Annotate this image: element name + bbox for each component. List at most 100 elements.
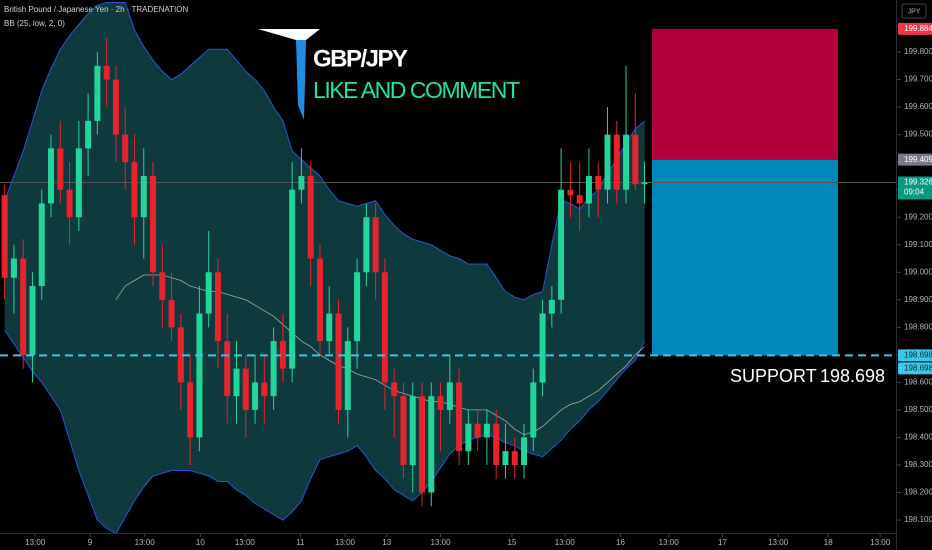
x-tick-label: 15 — [508, 538, 517, 547]
candle-body — [66, 189, 73, 218]
support-label: SUPPORT — [730, 366, 817, 386]
x-tick-label: 13:00 — [335, 538, 356, 547]
candle-body — [354, 272, 361, 342]
candle-body — [539, 313, 546, 383]
y-tick-label: 199.000 — [904, 267, 932, 276]
y-tick-label: 199.700 — [904, 75, 932, 84]
entry-price-tag: 199.409 — [904, 155, 932, 164]
indicator-label: BB (25, low, 2, 0) — [4, 19, 65, 28]
logo-top — [258, 29, 320, 40]
x-tick-label: 13:00 — [768, 538, 789, 547]
stop-price-tag-bg — [898, 22, 932, 35]
candle-body — [493, 423, 500, 465]
band-middle — [115, 274, 645, 436]
x-tick-label: 10 — [196, 538, 205, 547]
candle-body — [20, 258, 27, 355]
candle-body — [558, 189, 565, 300]
entry-price-tag-bg — [898, 153, 932, 166]
candle-body — [502, 451, 509, 465]
y-tick-label: 198.500 — [904, 405, 932, 414]
y-tick-label: 198.300 — [904, 460, 932, 469]
x-tick-label: 13:00 — [135, 538, 156, 547]
candle-body — [57, 148, 64, 190]
x-tick-label: 17 — [718, 538, 727, 547]
candle-body — [456, 382, 463, 452]
candle-body — [261, 382, 268, 397]
candle-body — [530, 382, 537, 438]
x-tick-label: 13 — [382, 538, 391, 547]
x-tick-label: 11 — [296, 538, 305, 547]
x-tick-label: 13:00 — [659, 538, 680, 547]
candle-body — [10, 258, 17, 278]
candle-body — [316, 258, 323, 342]
stop-zone — [652, 28, 838, 160]
candle-body — [150, 175, 157, 273]
plot-area — [0, 2, 895, 535]
y-tick-label: 199.100 — [904, 240, 932, 249]
logo — [258, 29, 320, 120]
candle-body — [428, 396, 435, 493]
candle-body — [326, 313, 333, 342]
candle-body — [168, 299, 175, 328]
candle-body — [372, 217, 379, 273]
candle-body — [391, 382, 398, 397]
y-tick-label: 198.600 — [904, 378, 932, 387]
candle-body — [29, 286, 36, 355]
candle-body — [140, 175, 147, 218]
countdown: 09:04 — [904, 188, 925, 197]
x-tick-label: 9 — [88, 538, 93, 547]
y-tick-label: 198.800 — [904, 322, 932, 331]
support-value: 198.698 — [820, 366, 885, 386]
candle-body — [242, 368, 249, 410]
candle-body — [595, 175, 602, 190]
candle-body — [131, 162, 138, 218]
candle-body — [437, 396, 444, 410]
candle-body — [103, 65, 110, 80]
target-zone — [652, 159, 838, 356]
candle-body — [205, 272, 212, 314]
title: GBP/JPY — [313, 45, 408, 72]
candle-body — [511, 451, 518, 465]
y-tick-label: 199.800 — [904, 47, 932, 56]
candle-body — [177, 327, 184, 383]
candle-body — [38, 203, 45, 287]
y-tick-label: 199.500 — [904, 130, 932, 139]
candle-body — [381, 272, 388, 383]
candle-body — [335, 313, 342, 410]
candle-body — [446, 382, 453, 410]
candle-body — [214, 272, 221, 342]
candle-body — [613, 134, 620, 190]
candle-body — [48, 148, 55, 204]
symbol-title: British Pound / Japanese Yen · 2h · TRAD… — [4, 5, 188, 14]
candle-body — [1, 195, 8, 278]
x-tick-label: 18 — [824, 538, 833, 547]
target-price-tag-bg — [898, 349, 932, 362]
candle-body — [112, 79, 119, 135]
x-tick-label: 13:00 — [25, 538, 46, 547]
currency-label: JPY — [908, 8, 921, 15]
candle-body — [548, 299, 555, 314]
candle-body — [409, 396, 416, 465]
candle-body — [585, 175, 592, 204]
candle-body — [224, 341, 231, 397]
currency-box[interactable] — [901, 3, 927, 19]
stop-price-tag: 199.884 — [904, 24, 932, 33]
y-tick-label: 198.400 — [904, 433, 932, 442]
candle-body — [623, 134, 630, 190]
candle-body — [604, 134, 611, 190]
candle-body — [474, 423, 481, 438]
band-fill — [4, 2, 645, 534]
last-price-tag: 199.326 — [904, 178, 932, 187]
band-lower — [4, 329, 646, 535]
candle-body — [94, 65, 101, 121]
subtitle: LIKE AND COMMENT — [313, 77, 520, 103]
x-tick-label: 13:00 — [555, 538, 576, 547]
y-tick-label: 198.100 — [904, 515, 932, 524]
candle-body — [465, 423, 472, 452]
x-tick-label: 13:00 — [235, 538, 256, 547]
candle-body — [298, 175, 305, 190]
candle-body — [344, 341, 351, 410]
candle-body — [279, 341, 286, 369]
candle-body — [85, 120, 92, 149]
